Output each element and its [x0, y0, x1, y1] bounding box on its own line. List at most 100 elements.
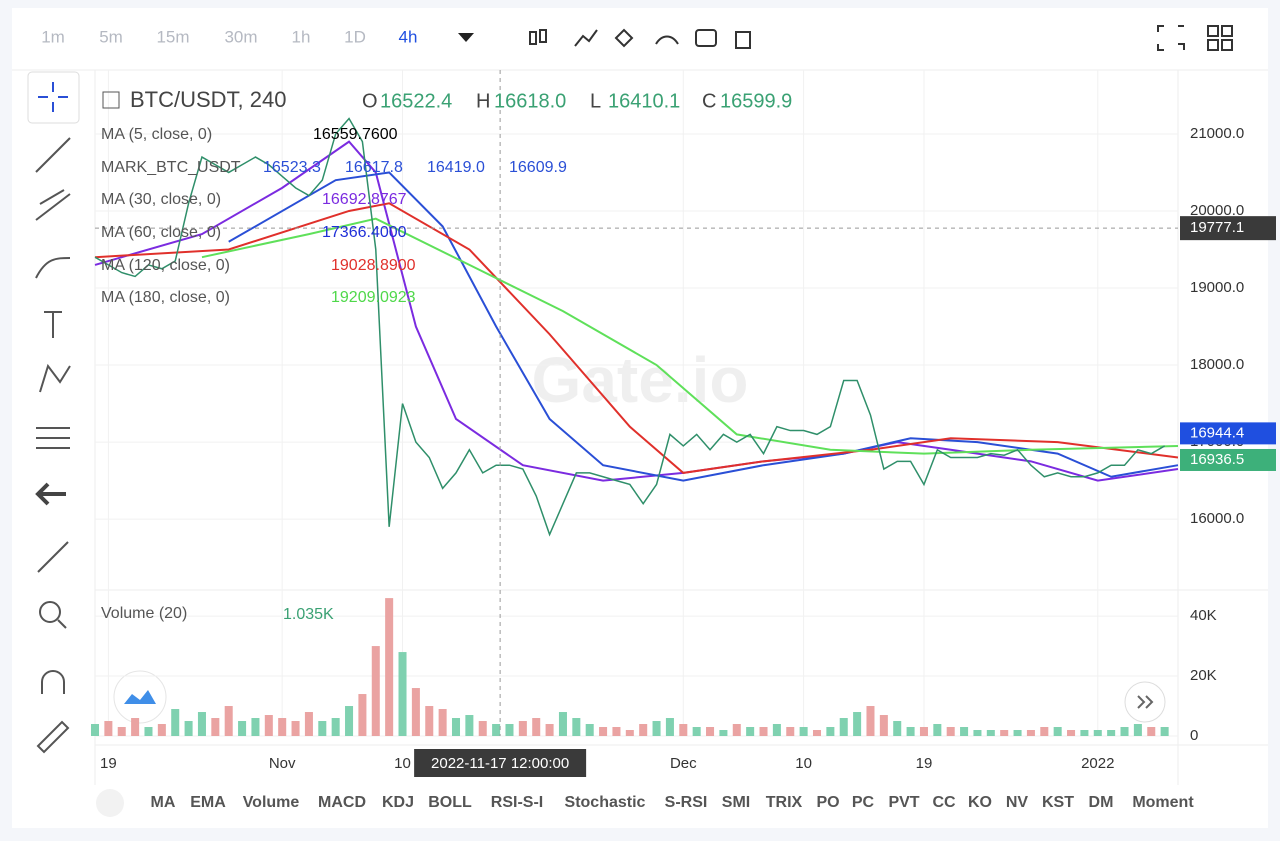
indicator-tab[interactable]: PC	[852, 794, 875, 811]
price-tag-label: 16944.4	[1190, 424, 1244, 441]
volume-bar	[465, 715, 474, 736]
volume-bar	[264, 715, 273, 736]
indicator-tab[interactable]: KDJ	[382, 794, 414, 811]
ma-line	[94, 202, 1179, 474]
volume-bar	[625, 730, 634, 736]
indicator-tab[interactable]: Stochastic	[565, 794, 646, 811]
time-tick-label: Nov	[269, 755, 296, 772]
volume-bar	[278, 718, 287, 736]
volume-bar	[385, 598, 394, 736]
indicator-tab[interactable]: Volume	[243, 794, 300, 811]
ohlc-key: H	[476, 90, 490, 112]
volume-bar	[960, 727, 969, 736]
volume-bar	[1107, 730, 1116, 736]
volume-bar	[1040, 727, 1049, 736]
crosshair-time-label: 2022-11-17 12:00:00	[431, 755, 569, 772]
indicator-tab[interactable]: KO	[968, 794, 992, 811]
ohlc-key: O	[362, 90, 378, 112]
indicator-tab[interactable]: S-RSI	[665, 794, 708, 811]
indicator-tab[interactable]: Moment	[1132, 794, 1194, 811]
indicator-tab[interactable]: NV	[1006, 794, 1029, 811]
price-tag	[1180, 448, 1276, 471]
collapse-button[interactable]	[102, 91, 120, 109]
volume-bar	[358, 694, 367, 736]
volume-bar	[117, 727, 126, 736]
interval-button[interactable]: 1m	[41, 27, 65, 46]
panel	[12, 8, 1268, 828]
volume-bar	[1000, 730, 1009, 736]
volume-bar	[839, 718, 848, 736]
volume-bar	[545, 724, 554, 736]
volume-bar	[1147, 727, 1156, 736]
volume-bar	[398, 652, 407, 736]
indicator-tab[interactable]: KST	[1042, 794, 1074, 811]
indicator-name: MA (5, close, 0)	[101, 126, 212, 143]
indicator-tab[interactable]: PO	[816, 794, 839, 811]
volume-bar	[131, 718, 140, 736]
volume-bar	[719, 730, 728, 736]
volume-bar	[826, 727, 835, 736]
indicator-tab[interactable]: RSI-S-I	[491, 794, 543, 811]
volume-tick-label: 40K	[1190, 607, 1217, 624]
interval-button[interactable]: 30m	[224, 27, 257, 46]
ohlc-value: 16618.0	[494, 90, 566, 112]
time-tick-label: 10	[394, 755, 411, 772]
interval-button[interactable]: 15m	[156, 27, 189, 46]
indicator-tab[interactable]: EMA	[190, 794, 226, 811]
volume-bar	[1160, 727, 1169, 736]
indicator-tab[interactable]: DM	[1089, 794, 1114, 811]
interval-button[interactable]: 5m	[99, 27, 123, 46]
volume-bar	[639, 724, 648, 736]
indicator-tab[interactable]: MA	[151, 794, 176, 811]
indicator-tab[interactable]: BOLL	[428, 794, 472, 811]
tool-icons[interactable]	[458, 25, 1233, 51]
indicator-tab[interactable]: CC	[932, 794, 956, 811]
indicator-reading: 19209.0923	[331, 289, 416, 306]
volume-bar	[144, 727, 153, 736]
time-tick-label: Dec	[670, 755, 697, 772]
volume-bar	[799, 727, 808, 736]
volume-bar	[1067, 730, 1076, 736]
indicator-tab[interactable]: SMI	[722, 794, 750, 811]
indicator-name: MARK_BTC_USDT	[101, 159, 241, 176]
interval-button[interactable]: 1h	[292, 27, 311, 46]
volume-bar	[933, 724, 942, 736]
volume-bar	[157, 724, 166, 736]
price-tick-label: 21000.0	[1190, 125, 1244, 142]
tabs-left[interactable]	[96, 789, 124, 817]
indicator-tab[interactable]: PVT	[888, 794, 919, 811]
time-tick-label: 10	[795, 755, 812, 772]
volume-bar	[946, 727, 955, 736]
volume-reading: 1.035K	[283, 606, 334, 623]
price-tick-label: 19000.0	[1190, 279, 1244, 296]
indicator-tab[interactable]: MACD	[318, 794, 366, 811]
indicator-reading: 19028.8900	[331, 257, 416, 274]
volume-bar	[1133, 724, 1142, 736]
interval-button[interactable]: 4h	[399, 27, 418, 46]
scroll-icon	[1137, 695, 1154, 709]
volume-bar	[304, 712, 313, 736]
volume-bar	[90, 724, 100, 736]
volume-bar	[679, 724, 688, 736]
logo-button[interactable]	[113, 670, 167, 724]
volume-bar	[665, 718, 674, 736]
drawing-tools[interactable]	[27, 71, 80, 754]
time-tick-label: 19	[100, 755, 117, 772]
volume-bar	[986, 730, 995, 736]
ma-line	[94, 140, 1179, 482]
symbol-label: BTC/USDT, 240	[130, 87, 287, 112]
volume-bar	[318, 721, 327, 736]
volume-bar	[1093, 730, 1102, 736]
interval-button[interactable]: 1D	[344, 27, 366, 46]
indicator-tab[interactable]: TRIX	[766, 794, 803, 811]
volume-bar	[532, 718, 541, 736]
volume-bar	[331, 718, 340, 736]
volume-bar	[612, 727, 621, 736]
ohlc-value: 16410.1	[608, 90, 680, 112]
volume-bar	[786, 727, 795, 736]
crosshair-time-box	[414, 749, 587, 777]
volume-bar	[585, 724, 594, 736]
volume-bar	[238, 721, 247, 736]
volume-bar	[345, 706, 354, 736]
volume-bar	[1026, 730, 1035, 736]
